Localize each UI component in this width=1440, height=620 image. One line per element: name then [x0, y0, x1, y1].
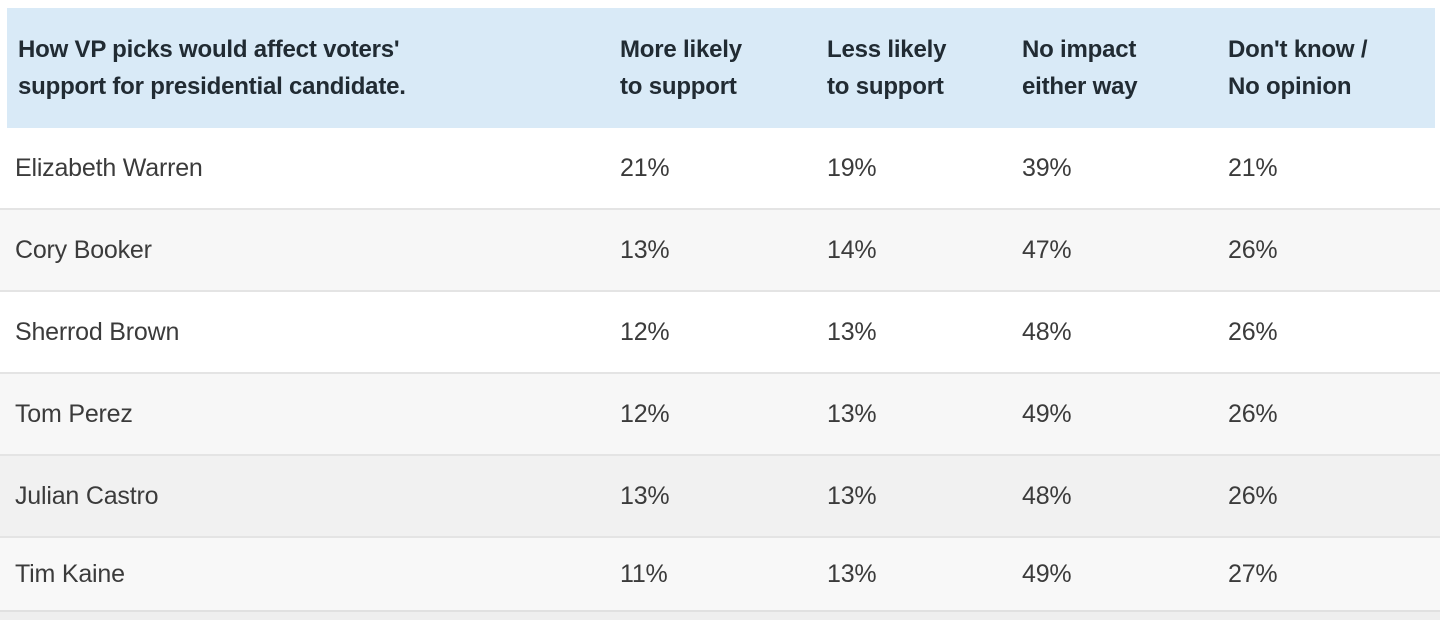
table-title-line1: How VP picks would affect voters' [18, 36, 400, 63]
column-header-line: either way [1022, 73, 1138, 100]
percent-value: 48% [1022, 317, 1072, 346]
percent-value: 11% [620, 559, 668, 588]
percent-value: 13% [620, 481, 670, 510]
column-header-dont-know: Don't know / No opinion [1228, 31, 1435, 105]
percent-value: 26% [1228, 317, 1278, 346]
table-row[interactable]: Sherrod Brown 12% 13% 48% 26% [0, 290, 1440, 372]
table-row[interactable]: Cory Booker 13% 14% 47% 26% [0, 208, 1440, 290]
percent-value: 26% [1228, 235, 1278, 264]
table-title-line2: support for presidential candidate. [18, 73, 406, 100]
column-header-line: to support [827, 73, 944, 100]
candidate-name: Tim Kaine [15, 559, 125, 588]
candidate-name: Sherrod Brown [15, 317, 180, 346]
column-header-line: No impact [1022, 36, 1137, 63]
percent-value: 39% [1022, 153, 1072, 182]
table-body: Elizabeth Warren 21% 19% 39% 21% Cory Booker 1… [0, 128, 1440, 610]
table-title: How VP picks would affect voters' suppor… [7, 31, 538, 105]
percent-value: 14% [827, 235, 877, 264]
percent-value: 13% [620, 235, 670, 264]
table-row[interactable]: Julian Castro 13% 13% 48% 26% [0, 454, 1440, 536]
column-header-less-likely: Less likely to support [827, 31, 1022, 105]
percent-value: 49% [1022, 399, 1072, 428]
column-header-line: More likely [620, 36, 742, 63]
candidate-name: Julian Castro [15, 481, 159, 510]
candidate-name: Elizabeth Warren [15, 153, 203, 182]
column-header-line: No opinion [1228, 73, 1352, 100]
percent-value: 27% [1228, 559, 1278, 588]
candidate-name: Cory Booker [15, 235, 152, 264]
table-row[interactable]: Tom Perez 12% 13% 49% 26% [0, 372, 1440, 454]
percent-value: 21% [620, 153, 670, 182]
column-header-more-likely: More likely to support [620, 31, 827, 105]
table-header-row: How VP picks would affect voters' suppor… [7, 8, 1435, 128]
percent-value: 12% [620, 317, 670, 346]
table-row[interactable]: Tim Kaine 11% 13% 49% 27% [0, 536, 1440, 610]
percent-value: 21% [1228, 153, 1278, 182]
percent-value: 13% [827, 317, 877, 346]
percent-value: 13% [827, 559, 877, 588]
next-row-sliver [0, 610, 1440, 620]
candidate-name: Tom Perez [15, 399, 133, 428]
column-header-line: to support [620, 73, 737, 100]
percent-value: 19% [827, 153, 877, 182]
percent-value: 13% [827, 399, 877, 428]
percent-value: 48% [1022, 481, 1072, 510]
table-row[interactable]: Elizabeth Warren 21% 19% 39% 21% [0, 128, 1440, 208]
percent-value: 26% [1228, 399, 1278, 428]
percent-value: 26% [1228, 481, 1278, 510]
percent-value: 12% [620, 399, 670, 428]
column-header-line: Don't know / [1228, 36, 1368, 63]
column-header-no-impact: No impact either way [1022, 31, 1228, 105]
percent-value: 47% [1022, 235, 1072, 264]
column-header-line: Less likely [827, 36, 947, 63]
percent-value: 13% [827, 481, 877, 510]
percent-value: 49% [1022, 559, 1072, 588]
